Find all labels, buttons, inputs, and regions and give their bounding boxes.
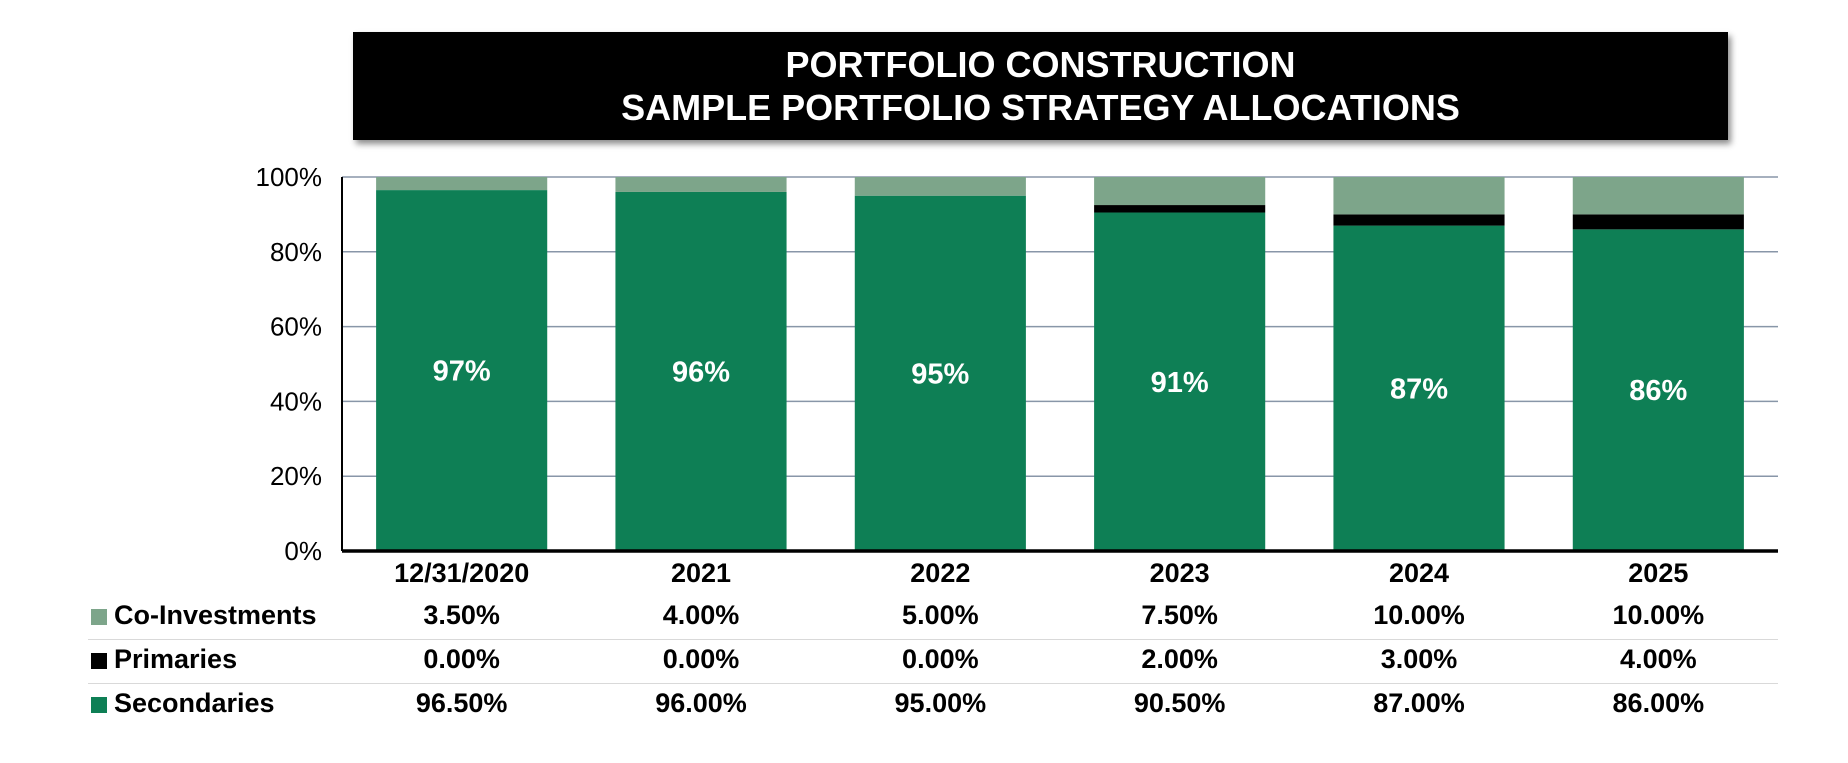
bar-primaries-3 [1094, 205, 1266, 213]
data-table: Co-Investments 3.50% 4.00% 5.00% 7.50% 10.00%… [88, 596, 1778, 727]
bar-secondaries-4 [1333, 225, 1505, 551]
table-cell: 10.00% [1373, 600, 1465, 630]
bar-primaries-5 [1572, 214, 1744, 230]
table-cell: 10.00% [1612, 600, 1705, 630]
bar-co-investments-4 [1333, 177, 1505, 215]
legend-swatch [91, 609, 107, 625]
bar-co-investments-3 [1094, 177, 1266, 206]
y-tick-label: 20% [270, 461, 322, 491]
x-tick-label: 2021 [671, 558, 731, 588]
bar-secondaries-1 [615, 191, 787, 551]
table-cell: 96.00% [655, 688, 747, 718]
table-cell: 5.00% [902, 600, 979, 630]
table-cell: 7.50% [1141, 600, 1218, 630]
legend-series-name: Secondaries [114, 688, 275, 718]
bar-co-investments-0 [376, 177, 548, 191]
bar-data-label: 95% [911, 358, 969, 390]
chart-title-box: PORTFOLIO CONSTRUCTION SAMPLE PORTFOLIO … [353, 32, 1728, 140]
bar-co-investments-1 [615, 177, 787, 192]
y-tick-label: 80% [270, 237, 322, 267]
table-cell: 95.00% [894, 688, 987, 718]
table-row-primaries: Primaries 0.00% 0.00% 0.00% 2.00% 3.00% 4.00% [88, 640, 1778, 684]
x-tick-label: 2023 [1150, 558, 1210, 588]
bar-data-label: 86% [1629, 375, 1687, 407]
bar-co-investments-5 [1572, 177, 1744, 215]
y-tick-label: 0% [284, 536, 322, 566]
x-tick-label: 12/31/2020 [394, 558, 529, 588]
table-cell: 0.00% [662, 644, 740, 674]
y-tick-label: 100% [256, 162, 323, 192]
table-cell: 87.00% [1373, 688, 1465, 718]
chart-title-line-2: SAMPLE PORTFOLIO STRATEGY ALLOCATIONS [621, 87, 1460, 128]
legend-series-name: Co-Investments [114, 600, 317, 630]
table-cell: 3.50% [423, 600, 500, 630]
table-cell: 4.00% [662, 600, 740, 630]
bar-primaries-4 [1333, 214, 1505, 226]
x-tick-label: 2025 [1628, 558, 1688, 588]
bar-data-label: 87% [1390, 373, 1448, 405]
table-cell: 96.50% [415, 688, 508, 718]
bar-secondaries-2 [854, 195, 1026, 551]
table-cell: 0.00% [902, 644, 979, 674]
chart-title-line-1: PORTFOLIO CONSTRUCTION [785, 44, 1296, 85]
table-cell: 86.00% [1612, 688, 1705, 718]
table-cell: 3.00% [1380, 644, 1458, 674]
table-cell: 0.00% [423, 644, 500, 674]
bar-data-label: 91% [1151, 367, 1209, 399]
bar-data-label: 97% [433, 356, 491, 388]
legend-series-name: Primaries [114, 644, 238, 674]
legend-swatch [91, 653, 107, 669]
table-cell: 4.00% [1620, 644, 1697, 674]
y-tick-label: 40% [270, 386, 322, 416]
table-row-secondaries: Secondaries 96.50% 96.00% 95.00% 90.50% 87.00… [88, 684, 1778, 727]
bar-co-investments-2 [854, 177, 1026, 196]
bar-secondaries-0 [376, 190, 548, 551]
x-tick-label: 2022 [910, 558, 970, 588]
legend-swatch [91, 697, 107, 713]
bar-data-label: 96% [672, 356, 730, 388]
table-cell: 2.00% [1141, 644, 1218, 674]
table-row-co-investments: Co-Investments 3.50% 4.00% 5.00% 7.50% 10.00%… [88, 596, 1778, 640]
x-tick-label: 2024 [1389, 558, 1449, 588]
table-cell: 90.50% [1133, 688, 1226, 718]
y-tick-label: 60% [270, 312, 322, 342]
bar-secondaries-3 [1094, 212, 1266, 551]
bar-secondaries-5 [1572, 229, 1744, 552]
